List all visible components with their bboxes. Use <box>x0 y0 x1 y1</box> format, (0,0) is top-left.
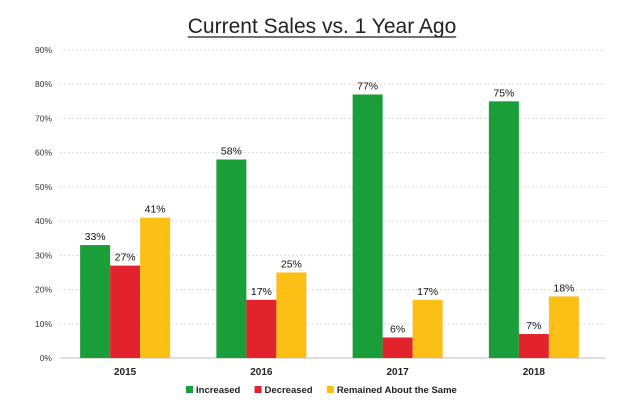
y-tick-label: 20% <box>35 285 52 295</box>
y-tick-label: 30% <box>35 250 52 260</box>
y-tick-label: 50% <box>35 182 52 192</box>
legend-label: Remained About the Same <box>337 385 457 396</box>
y-tick-label: 40% <box>35 216 52 226</box>
data-label: 27% <box>115 252 136 264</box>
chart-title: Current Sales vs. 1 Year Ago <box>188 15 457 38</box>
x-tick-label: 2015 <box>114 367 137 378</box>
bar-2015-decreased <box>110 265 141 358</box>
y-tick-label: 0% <box>40 353 53 363</box>
x-tick-label: 2016 <box>250 367 273 378</box>
data-label: 58% <box>221 146 242 158</box>
data-label: 25% <box>281 258 302 270</box>
x-tick-label: 2017 <box>387 367 410 378</box>
bar-2016-remained-about-the-same <box>276 272 307 358</box>
bar-2018-increased <box>488 101 519 358</box>
legend-label: Increased <box>196 385 241 396</box>
bar-2017-remained-about-the-same <box>412 299 443 358</box>
legend-swatch-remained-about-the-same <box>326 386 334 393</box>
bar-2017-decreased <box>382 337 413 358</box>
data-label: 41% <box>145 204 166 216</box>
data-label: 18% <box>553 282 574 294</box>
bar-2018-decreased <box>518 334 549 358</box>
y-axis-ticks: 0% 10% 20% 30% 40% 50% 60% 70% 80% 90% <box>35 45 52 363</box>
bar-2016-increased <box>216 159 247 358</box>
data-label: 33% <box>85 231 106 243</box>
legend-swatch-increased <box>186 386 193 393</box>
y-tick-label: 10% <box>35 319 52 329</box>
data-label: 17% <box>251 286 272 298</box>
y-tick-label: 70% <box>35 113 52 123</box>
y-tick-label: 80% <box>35 79 52 89</box>
x-axis-ticks: 2015 2016 2017 2018 <box>114 367 545 378</box>
y-tick-label: 60% <box>35 148 52 158</box>
bar-2017-increased <box>352 94 383 358</box>
bar-2015-increased <box>80 245 111 358</box>
bar-2016-decreased <box>246 299 277 358</box>
legend-swatch-decreased <box>254 386 262 393</box>
bar-2018-remained-about-the-same <box>548 296 579 358</box>
bars <box>80 94 579 358</box>
data-label: 6% <box>390 323 405 335</box>
data-label: 77% <box>357 80 378 92</box>
bar-2015-remained-about-the-same <box>140 217 171 358</box>
data-label: 17% <box>417 286 438 298</box>
data-label: 75% <box>493 87 514 99</box>
data-label: 7% <box>526 320 541 332</box>
legend-label: Decreased <box>265 385 313 396</box>
legend: Increased Decreased Remained About the Sam… <box>186 385 457 396</box>
data-labels: 33% 27% 41% 58% 17% 25% 77% 6% 17% 75% 7% 18% <box>85 80 575 335</box>
y-tick-label: 90% <box>35 45 52 55</box>
x-tick-label: 2018 <box>523 367 546 378</box>
